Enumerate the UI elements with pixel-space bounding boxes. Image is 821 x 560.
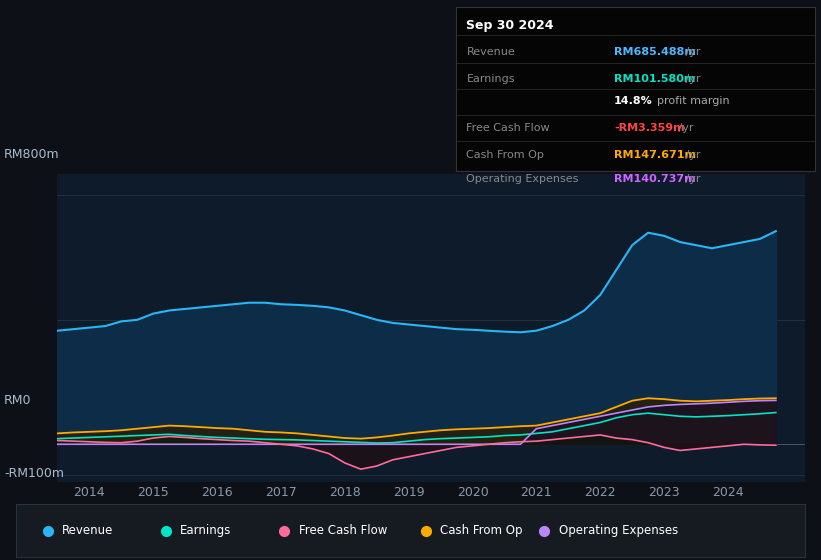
Text: Operating Expenses: Operating Expenses [466, 174, 579, 184]
Text: profit margin: profit margin [657, 96, 730, 106]
Text: Earnings: Earnings [181, 524, 232, 537]
Text: RM140.737m: RM140.737m [614, 174, 695, 184]
Text: /yr: /yr [676, 123, 694, 133]
Text: Cash From Op: Cash From Op [466, 150, 544, 160]
Text: Sep 30 2024: Sep 30 2024 [466, 18, 554, 32]
Text: RM0: RM0 [4, 394, 31, 407]
Text: Revenue: Revenue [466, 46, 516, 57]
Text: /yr: /yr [682, 150, 700, 160]
Text: RM800m: RM800m [4, 148, 60, 161]
Text: Free Cash Flow: Free Cash Flow [466, 123, 550, 133]
Text: RM147.671m: RM147.671m [614, 150, 696, 160]
Text: Earnings: Earnings [466, 74, 515, 85]
Text: Operating Expenses: Operating Expenses [558, 524, 678, 537]
Text: -RM3.359m: -RM3.359m [614, 123, 685, 133]
Text: Cash From Op: Cash From Op [440, 524, 523, 537]
Text: 14.8%: 14.8% [614, 96, 653, 106]
Text: Revenue: Revenue [62, 524, 113, 537]
Text: Free Cash Flow: Free Cash Flow [299, 524, 387, 537]
Text: /yr: /yr [682, 174, 700, 184]
Text: /yr: /yr [682, 74, 700, 85]
Text: RM101.580m: RM101.580m [614, 74, 695, 85]
Text: RM685.488m: RM685.488m [614, 46, 695, 57]
Text: /yr: /yr [682, 46, 700, 57]
Text: -RM100m: -RM100m [4, 466, 64, 480]
